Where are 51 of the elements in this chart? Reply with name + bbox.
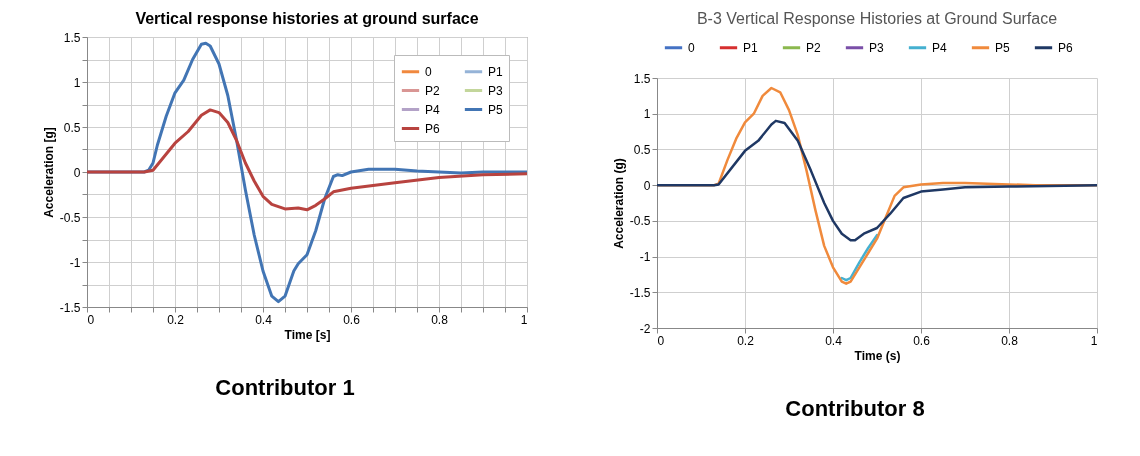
legend-label: P6 <box>1058 40 1073 55</box>
x-tick-label: 0.4 <box>255 312 273 327</box>
y-tick-label: 0.5 <box>633 142 651 157</box>
legend-label: 0 <box>688 40 695 55</box>
line-series <box>657 119 1097 242</box>
chart-title: B-3 Vertical Response Histories at Ground Surface <box>696 10 1058 27</box>
y-tick-label: -0.5 <box>629 214 651 229</box>
x-tick-label: 0.8 <box>431 312 449 327</box>
legend-label: P3 <box>488 83 503 98</box>
x-tick-label: 1 <box>520 312 528 327</box>
legend-label: P5 <box>488 102 503 117</box>
y-tick-label: -1.5 <box>629 285 651 300</box>
y-tick-label: -2 <box>639 321 651 336</box>
y-tick-label: 1 <box>643 107 651 122</box>
x-axis-title: Time (s) <box>854 348 901 363</box>
text: Contributor 8 <box>785 396 925 422</box>
x-tick-label: 0.6 <box>913 333 931 348</box>
legend-label: P1 <box>743 40 758 55</box>
x-tick-label: 0.2 <box>167 312 185 327</box>
x-tick-label: 0.6 <box>343 312 361 327</box>
legend-label: P4 <box>425 102 440 117</box>
y-tick-label: 1 <box>73 75 81 90</box>
legend-label: P2 <box>425 83 440 98</box>
y-tick-label: 0.5 <box>63 120 81 135</box>
y-tick-label: -1 <box>69 255 81 270</box>
x-tick-label: 0 <box>657 333 665 348</box>
x-tick-label: 0.8 <box>1001 333 1019 348</box>
legend-label: P3 <box>869 40 884 55</box>
legend-label: 0 <box>425 64 432 79</box>
legend-label: P4 <box>932 40 947 55</box>
chart-title: Vertical response histories at ground surface <box>135 10 479 27</box>
x-tick-label: 0 <box>87 312 95 327</box>
y-tick-label: -1.5 <box>59 300 81 315</box>
x-tick-label: 0.2 <box>737 333 755 348</box>
x-tick-label: 0.4 <box>825 333 843 348</box>
x-axis-title: Time [s] <box>284 327 331 342</box>
text: Contributor 1 <box>215 375 355 401</box>
legend-label: P1 <box>488 64 503 79</box>
y-tick-label: 0 <box>643 178 651 193</box>
y-tick-label: -0.5 <box>59 210 81 225</box>
y-tick-label: -1 <box>639 250 651 265</box>
x-tick-label: 1 <box>1090 333 1098 348</box>
y-axis-title: Acceleration [g] <box>41 127 56 218</box>
y-axis-title: Acceleration (g) <box>611 158 626 249</box>
legend-label: P5 <box>995 40 1010 55</box>
legend-label: P6 <box>425 121 440 136</box>
y-tick-label: 1.5 <box>633 71 651 86</box>
y-tick-label: 0 <box>73 165 81 180</box>
y-tick-label: 1.5 <box>63 30 81 45</box>
line-series <box>840 233 879 282</box>
legend-label: P2 <box>806 40 821 55</box>
